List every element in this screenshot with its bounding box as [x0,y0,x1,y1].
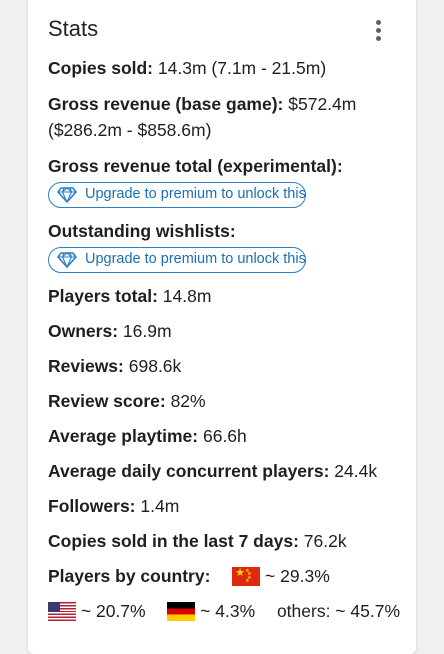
stat-label: Average daily concurrent players: [48,461,330,481]
stat-value: 698.6k [128,356,182,376]
others-share-value: others: ~ 45.7% [276,601,401,621]
country-share-value: ~ 20.7% [80,601,146,621]
diamond-icon [57,187,77,203]
stat-value: 1.4m [140,496,180,516]
stats-card: Stats Copies sold: 14.3m (7.1m - 21.5m) … [28,0,416,654]
stat-copies-last-7-days: Copies sold in the last 7 days: 76.2k [48,529,406,553]
stat-review-score: Review score: 82% [48,389,406,413]
stat-label: Review score: [48,391,166,411]
china-flag-icon: ★ ★ ★ ★ ★ [232,567,261,586]
stat-gross-revenue-base: Gross revenue (base game): $572.4m [48,92,406,116]
stat-value: 82% [170,391,206,411]
stat-label: Players by country: [48,566,211,586]
stat-followers: Followers: 1.4m [48,494,406,518]
stat-players-total: Players total: 14.8m [48,284,406,308]
upgrade-premium-label: Upgrade to premium to unlock this [85,186,306,202]
stat-reviews: Reviews: 698.6k [48,354,406,378]
country-share-value: ~ 4.3% [200,601,256,621]
upgrade-premium-button[interactable]: Upgrade to premium to unlock this [48,182,306,208]
stat-value: 14.8m [162,286,212,306]
usa-flag-icon [48,602,76,621]
stat-value: 66.6h [202,426,247,446]
diamond-icon [57,252,77,268]
stat-gross-revenue-total: Gross revenue total (experimental): [48,154,406,178]
stat-label: Copies sold in the last 7 days: [48,531,299,551]
stat-value: $572.4m [288,94,357,114]
stat-label: Gross revenue total (experimental): [48,156,343,176]
stat-value: 76.2k [303,531,347,551]
stat-label: Reviews: [48,356,124,376]
stat-label: Copies sold: [48,58,154,78]
stat-label: Average playtime: [48,426,199,446]
stat-players-by-country: Players by country: ★ ★ ★ ★ ★ ~ 29.3% [48,564,406,588]
stat-average-playtime: Average playtime: 66.6h [48,424,406,448]
stat-value: 14.3m (7.1m - 21.5m) [157,58,327,78]
stat-gross-revenue-range: ($286.2m - $858.6m) [48,118,406,142]
stat-copies-sold: Copies sold: 14.3m (7.1m - 21.5m) [48,56,406,80]
stat-outstanding-wishlists: Outstanding wishlists: [48,219,406,243]
card-header: Stats [48,12,396,46]
more-vert-icon[interactable] [376,20,382,42]
stat-value: ($286.2m - $858.6m) [48,120,212,140]
stat-value: 16.9m [122,321,172,341]
stat-owners: Owners: 16.9m [48,319,406,343]
stat-label: Followers: [48,496,136,516]
stat-label: Owners: [48,321,119,341]
upgrade-premium-label: Upgrade to premium to unlock this [85,251,306,267]
stat-label: Gross revenue (base game): [48,94,284,114]
stat-label: Outstanding wishlists: [48,221,236,241]
stat-players-by-country-more: ~ 20.7% ~ 4.3% others: ~ 45.7% [48,599,406,623]
germany-flag-icon [167,602,196,621]
country-share-value: ~ 29.3% [265,566,330,586]
card-title: Stats [48,16,99,41]
stat-avg-daily-concurrent: Average daily concurrent players: 24.4k [48,459,406,483]
stat-label: Players total: [48,286,158,306]
upgrade-premium-button[interactable]: Upgrade to premium to unlock this [48,247,306,273]
stat-value: 24.4k [334,461,378,481]
